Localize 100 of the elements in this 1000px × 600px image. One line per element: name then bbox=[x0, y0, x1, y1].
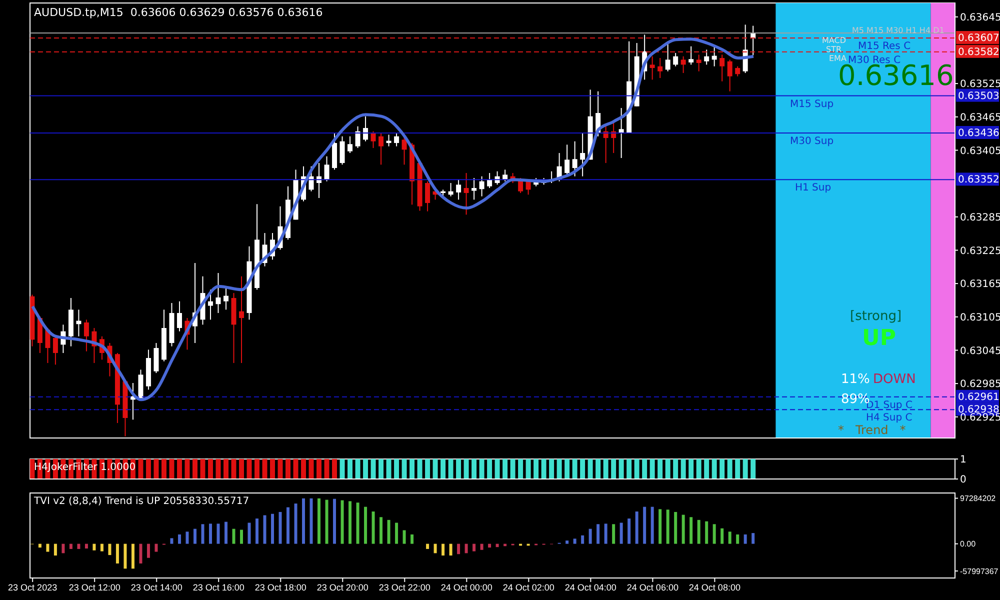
y-tick-label: 0.00 bbox=[960, 540, 976, 549]
candlestick bbox=[324, 156, 330, 182]
annotation: DOWN bbox=[873, 372, 916, 387]
bar bbox=[193, 528, 196, 544]
y-tick-label: 0.63525 bbox=[960, 79, 1000, 90]
bar bbox=[286, 507, 290, 544]
candlestick bbox=[378, 132, 384, 166]
bar bbox=[635, 512, 638, 544]
bar bbox=[348, 501, 352, 544]
annotation: 0.63503 bbox=[958, 90, 1000, 102]
candlestick bbox=[658, 58, 663, 78]
y-tick-label: 0.63225 bbox=[960, 246, 1000, 257]
candlestick bbox=[340, 136, 345, 166]
line-series bbox=[31, 38, 755, 402]
candlestick bbox=[355, 126, 360, 148]
y-tick-label: 0.63105 bbox=[960, 312, 1000, 324]
bar bbox=[442, 544, 445, 556]
annotation: UP bbox=[862, 326, 896, 351]
candlestick bbox=[580, 132, 586, 177]
annotation: MACD bbox=[822, 36, 846, 45]
bar bbox=[124, 544, 127, 569]
y-tick-label: 0.63645 bbox=[960, 12, 1000, 24]
candlestick bbox=[216, 272, 221, 314]
candlestick bbox=[386, 134, 392, 147]
x-tick-label: 24 Oct 08:00 bbox=[688, 582, 740, 592]
x-tick-label: 24 Oct 06:00 bbox=[626, 582, 678, 592]
bar bbox=[92, 544, 96, 550]
bar bbox=[658, 509, 662, 544]
candlestick bbox=[394, 132, 400, 147]
candlestick bbox=[464, 172, 469, 216]
candlestick bbox=[712, 46, 717, 67]
bar bbox=[566, 540, 569, 544]
candlestick bbox=[154, 342, 159, 374]
bar bbox=[720, 528, 724, 544]
candlestick bbox=[735, 66, 740, 77]
ref-line-label: D1 Sup C bbox=[866, 400, 912, 411]
candlestick bbox=[502, 169, 508, 182]
ref-line-label: H1 Sup bbox=[795, 182, 832, 194]
bar bbox=[54, 544, 57, 556]
y-tick-label: 0.63045 bbox=[960, 346, 1000, 357]
candlestick bbox=[720, 54, 725, 82]
candlestick bbox=[456, 179, 462, 200]
bar bbox=[116, 544, 119, 564]
bar bbox=[620, 522, 623, 544]
x-tick-label: 23 Oct 14:00 bbox=[130, 582, 182, 592]
bar bbox=[496, 544, 499, 548]
candlestick bbox=[176, 300, 182, 332]
bar bbox=[650, 506, 654, 544]
bar bbox=[356, 502, 360, 544]
bar bbox=[612, 524, 616, 544]
x-tick-label: 23 Oct 20:00 bbox=[316, 582, 368, 592]
candlestick bbox=[673, 52, 678, 67]
y-tick-label: 0 bbox=[960, 474, 966, 486]
bar bbox=[434, 544, 437, 554]
x-tick-label: 23 Oct 12:00 bbox=[68, 582, 120, 592]
x-tick-label: 24 Oct 04:00 bbox=[564, 582, 616, 592]
chart-title: TVI v2 (8,8,4) Trend is UP 20558330.55717 bbox=[34, 496, 250, 507]
bar bbox=[201, 524, 204, 544]
candlestick bbox=[52, 336, 58, 366]
candlestick bbox=[363, 116, 368, 142]
candlestick bbox=[402, 136, 407, 166]
bar bbox=[395, 522, 398, 544]
candlestick bbox=[572, 140, 578, 177]
bar bbox=[690, 517, 693, 544]
bar bbox=[705, 521, 708, 544]
x-tick-label: 23 Oct 22:00 bbox=[378, 582, 430, 592]
bar bbox=[263, 515, 266, 544]
bar bbox=[333, 498, 336, 544]
ref-line-label: M15 Sup bbox=[790, 98, 834, 110]
bar bbox=[728, 532, 732, 544]
ref-line-label: H4 Sup C bbox=[866, 412, 912, 424]
candlestick bbox=[680, 56, 686, 74]
bar bbox=[410, 534, 414, 544]
bar bbox=[674, 512, 678, 544]
bar bbox=[380, 517, 383, 544]
bar bbox=[364, 506, 368, 544]
bar bbox=[712, 524, 716, 544]
x-tick-label: 23 Oct 16:00 bbox=[192, 582, 244, 592]
bar bbox=[588, 528, 592, 544]
bar bbox=[581, 535, 584, 544]
bar bbox=[697, 520, 700, 544]
candlestick bbox=[696, 54, 702, 72]
x-tick-label: 23 Oct 18:00 bbox=[254, 582, 306, 592]
annotation: 0.63582 bbox=[958, 46, 1000, 58]
y-tick-label: 0.63465 bbox=[960, 112, 1000, 124]
bar bbox=[488, 544, 492, 548]
bar bbox=[271, 514, 274, 544]
bar bbox=[84, 544, 88, 548]
bar bbox=[472, 544, 476, 552]
y-tick-label: 0.62985 bbox=[960, 379, 1000, 390]
annotation: 0.63352 bbox=[958, 174, 1000, 186]
bar bbox=[69, 544, 72, 549]
annotation: 0.62961 bbox=[958, 392, 1000, 403]
annotation: 0.63607 bbox=[958, 33, 1000, 44]
bar bbox=[100, 544, 104, 552]
y-tick-label: 0.63285 bbox=[960, 212, 1000, 224]
bar bbox=[302, 498, 306, 544]
bar bbox=[604, 524, 608, 544]
bar bbox=[318, 498, 321, 544]
bar bbox=[449, 544, 452, 556]
